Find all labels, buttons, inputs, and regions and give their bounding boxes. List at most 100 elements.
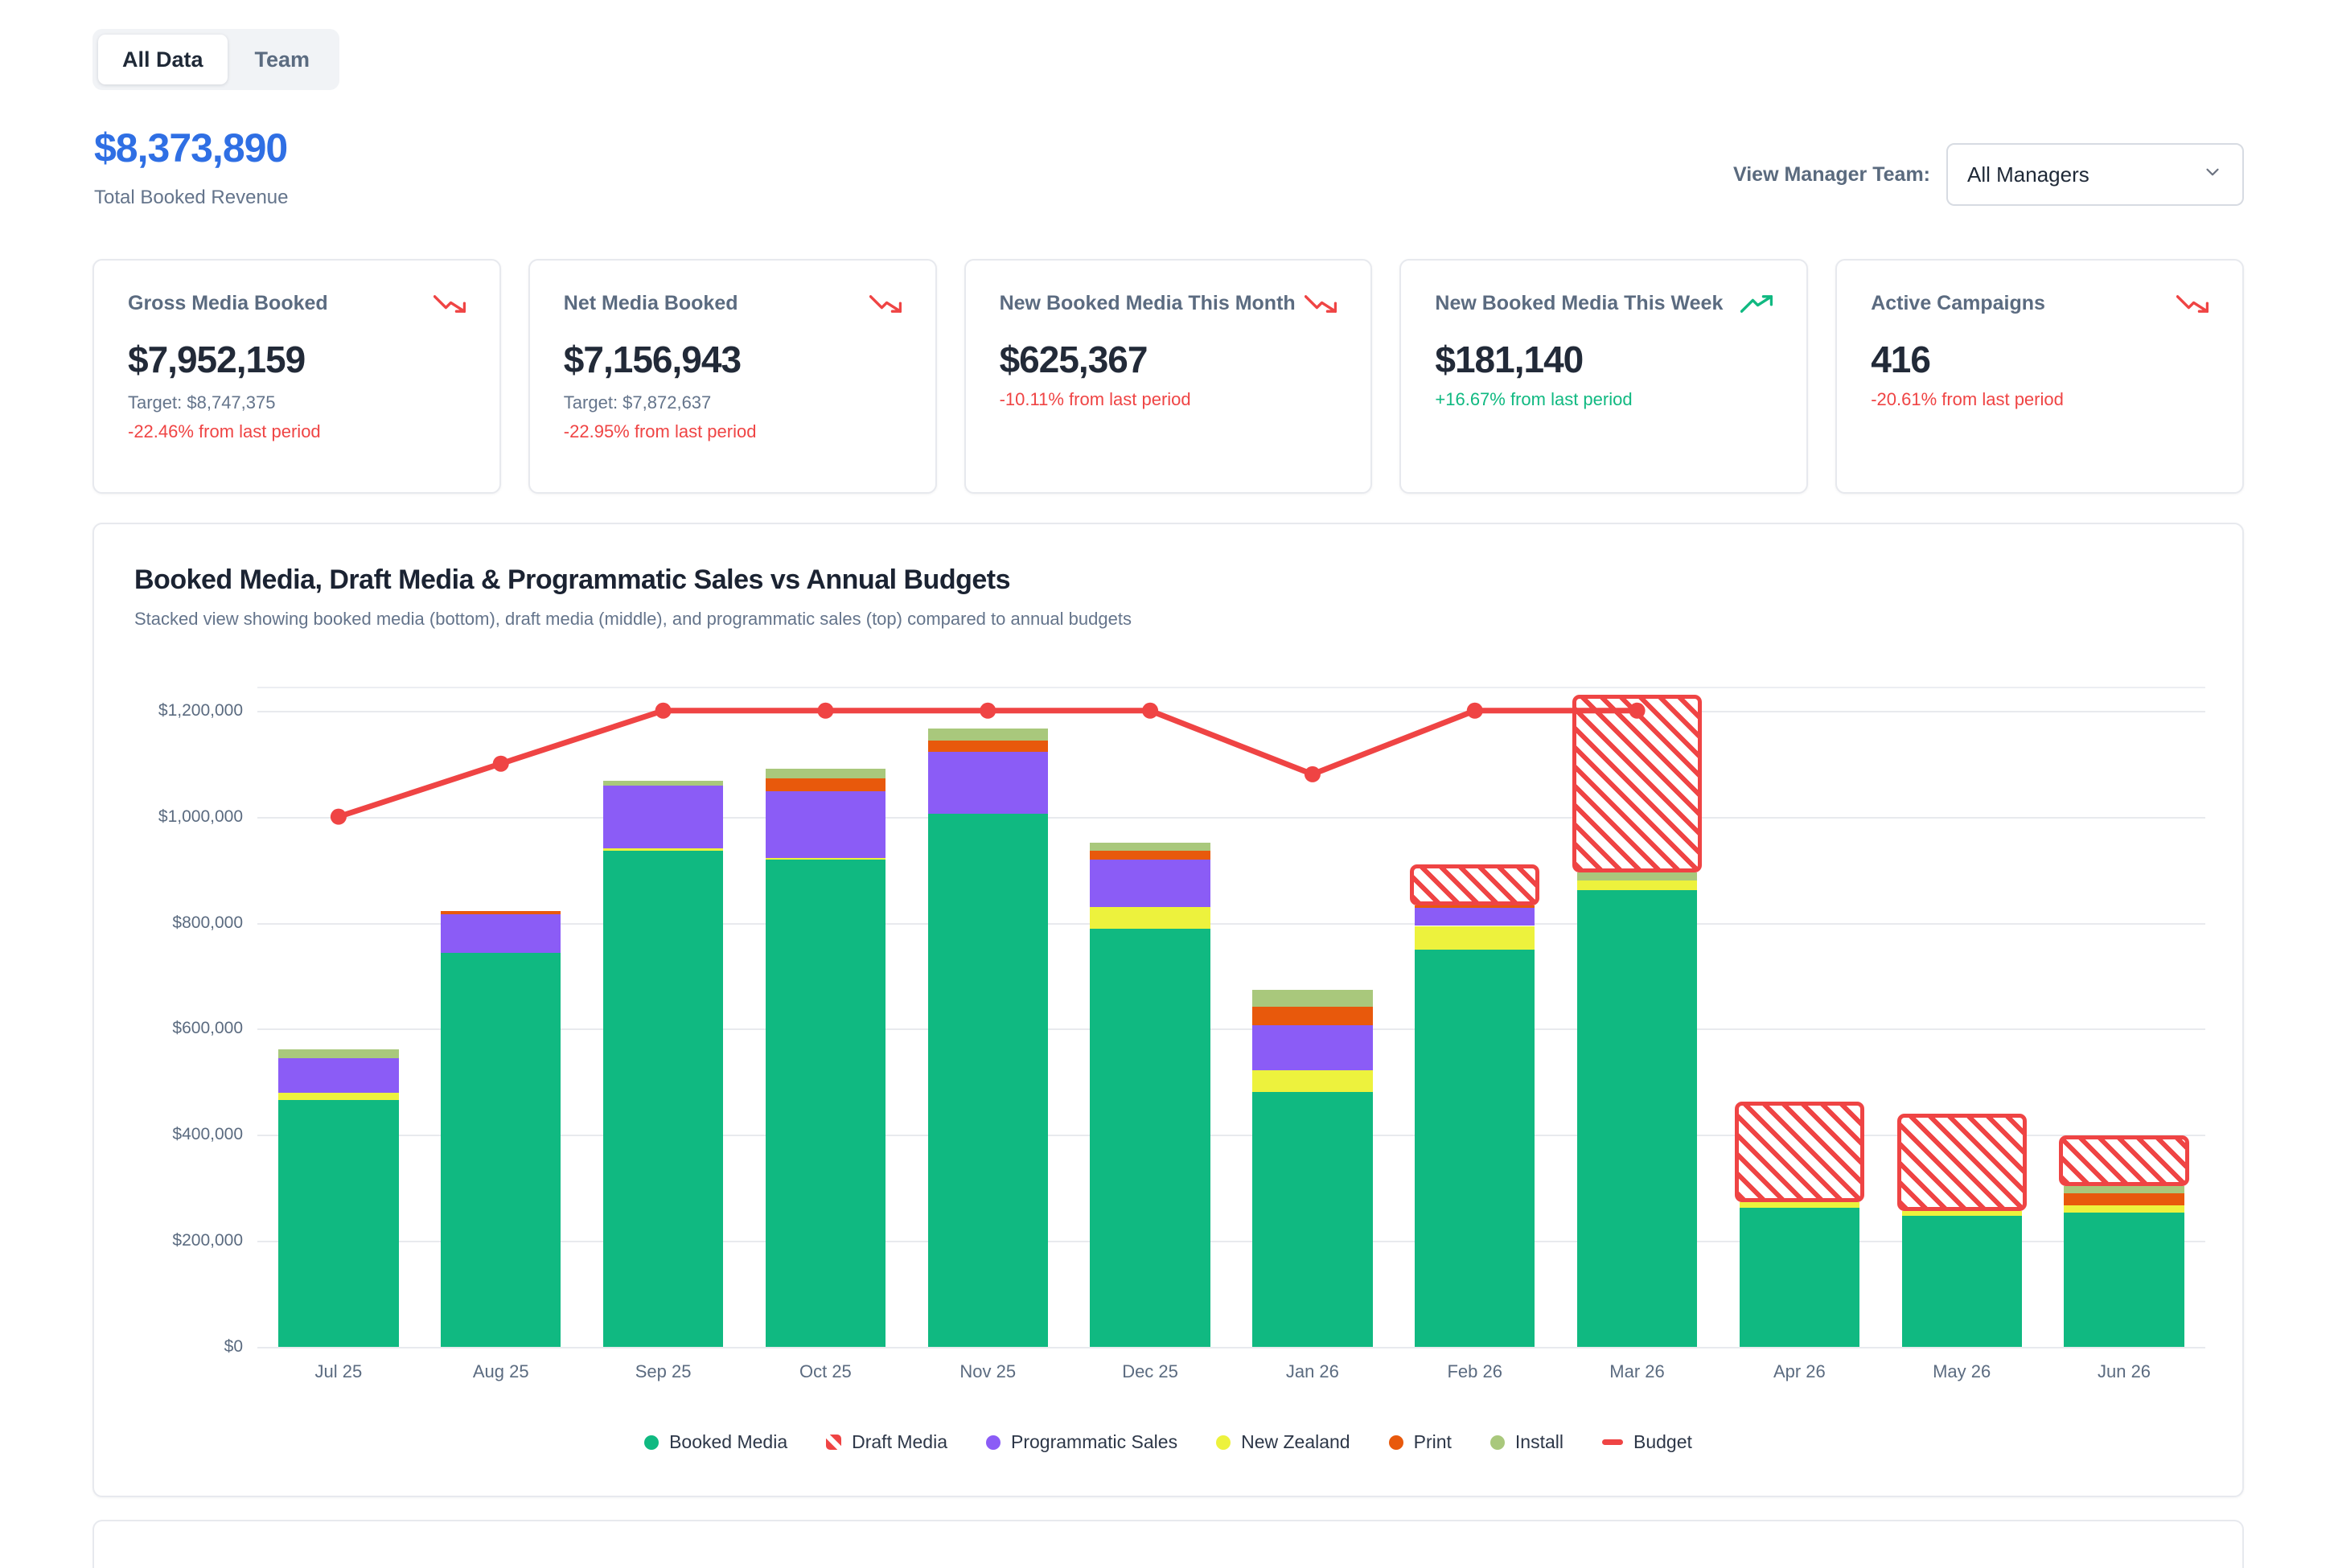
bar-segment-booked-media[interactable] bbox=[602, 850, 724, 1347]
legend-label: New Zealand bbox=[1241, 1431, 1350, 1452]
x-axis-tick-label: Sep 25 bbox=[635, 1361, 692, 1381]
bar-dec-25 bbox=[1069, 695, 1231, 1347]
budget-point[interactable] bbox=[655, 702, 672, 719]
bar-segment-programmatic-sales[interactable] bbox=[927, 751, 1048, 815]
bar-segment-print[interactable] bbox=[441, 911, 561, 914]
bar-segment-programmatic-sales[interactable] bbox=[1252, 1024, 1373, 1070]
y-axis-tick-label: $1,000,000 bbox=[158, 807, 243, 826]
bar-segment-print[interactable] bbox=[927, 741, 1048, 752]
bar-segment-booked-media[interactable] bbox=[2064, 1212, 2184, 1347]
bar-segment-new-zealand[interactable] bbox=[1252, 1069, 1373, 1092]
bar-segment-new-zealand[interactable] bbox=[2064, 1205, 2184, 1213]
bar-segment-print[interactable] bbox=[2064, 1193, 2184, 1205]
chart-subtitle: Stacked view showing booked media (botto… bbox=[134, 609, 1132, 629]
budget-point[interactable] bbox=[1304, 766, 1321, 782]
bar-segment-install[interactable] bbox=[602, 780, 724, 786]
legend-circle-marker bbox=[1489, 1435, 1505, 1450]
bar-segment-booked-media[interactable] bbox=[1739, 1208, 1860, 1347]
bar-segment-draft-media[interactable] bbox=[1572, 695, 1703, 872]
budget-point[interactable] bbox=[1466, 702, 1483, 719]
manager-team-select[interactable]: All Managers bbox=[1946, 143, 2244, 206]
budget-point[interactable] bbox=[817, 702, 834, 719]
budget-point[interactable] bbox=[492, 755, 509, 772]
bar-segment-install[interactable] bbox=[765, 768, 886, 779]
budget-point[interactable] bbox=[330, 808, 347, 825]
bar-segment-print[interactable] bbox=[765, 778, 886, 792]
y-axis-tick-label: $800,000 bbox=[172, 913, 243, 932]
bar-segment-booked-media[interactable] bbox=[927, 814, 1048, 1347]
budget-point[interactable] bbox=[1142, 702, 1159, 719]
legend-item-budget[interactable]: Budget bbox=[1602, 1431, 1692, 1453]
bar-segment-install[interactable] bbox=[2064, 1185, 2184, 1194]
tab-all-data[interactable]: All Data bbox=[98, 35, 228, 84]
trending-down-icon bbox=[869, 293, 902, 315]
bar-segment-programmatic-sales[interactable] bbox=[765, 791, 886, 859]
bar-segment-programmatic-sales[interactable] bbox=[1090, 860, 1210, 908]
legend-label: Print bbox=[1413, 1431, 1452, 1452]
bar-segment-print[interactable] bbox=[1252, 1007, 1373, 1025]
bar-segment-booked-media[interactable] bbox=[1415, 950, 1535, 1347]
budget-point[interactable] bbox=[1629, 702, 1646, 719]
manager-team-selected-value: All Managers bbox=[1967, 162, 2089, 187]
bar-jul-25 bbox=[257, 695, 420, 1347]
bar-feb-26 bbox=[1394, 695, 1556, 1347]
legend-circle-marker bbox=[1388, 1435, 1403, 1450]
legend-line-marker bbox=[1602, 1439, 1623, 1445]
bar-segment-booked-media[interactable] bbox=[278, 1100, 399, 1347]
x-axis-tick-label: Jan 26 bbox=[1285, 1361, 1339, 1381]
legend-item-draft-media[interactable]: Draft Media bbox=[826, 1431, 947, 1453]
bar-segment-install[interactable] bbox=[1576, 872, 1698, 880]
bar-segment-draft-media[interactable] bbox=[1896, 1113, 2027, 1211]
legend-label: Booked Media bbox=[669, 1431, 788, 1452]
bar-segment-booked-media[interactable] bbox=[765, 860, 886, 1347]
next-section-card-partial bbox=[92, 1520, 2244, 1568]
bar-segment-install[interactable] bbox=[1090, 842, 1210, 851]
bar-segment-draft-media[interactable] bbox=[1734, 1101, 1865, 1202]
bar-segment-install[interactable] bbox=[278, 1049, 399, 1059]
budget-point[interactable] bbox=[980, 702, 996, 719]
bar-segment-programmatic-sales[interactable] bbox=[1415, 908, 1535, 926]
bar-segment-booked-media[interactable] bbox=[1576, 889, 1698, 1347]
y-axis-tick-label: $600,000 bbox=[172, 1019, 243, 1038]
bar-segment-new-zealand[interactable] bbox=[278, 1092, 399, 1101]
bar-segment-new-zealand[interactable] bbox=[765, 858, 886, 860]
bar-segment-new-zealand[interactable] bbox=[1576, 880, 1698, 890]
bar-segment-booked-media[interactable] bbox=[441, 953, 561, 1347]
chart-legend: Booked Media Draft Media Programmatic Sale… bbox=[94, 1431, 2242, 1453]
kpi-title: New Booked Media This Month bbox=[999, 292, 1296, 314]
bar-segment-new-zealand[interactable] bbox=[1739, 1202, 1860, 1209]
bar-mar-26 bbox=[1556, 695, 1719, 1347]
legend-item-booked-media[interactable]: Booked Media bbox=[644, 1431, 787, 1453]
bar-segment-draft-media[interactable] bbox=[2059, 1135, 2189, 1186]
bar-segment-new-zealand[interactable] bbox=[1901, 1210, 2022, 1217]
bar-segment-install[interactable] bbox=[1252, 989, 1373, 1008]
bar-segment-new-zealand[interactable] bbox=[1090, 907, 1210, 929]
y-axis-tick-label: $1,200,000 bbox=[158, 700, 243, 720]
legend-item-print[interactable]: Print bbox=[1388, 1431, 1452, 1453]
bar-segment-print[interactable] bbox=[1415, 905, 1535, 909]
legend-item-new-zealand[interactable]: New Zealand bbox=[1216, 1431, 1350, 1453]
data-scope-tabs: All Data Team bbox=[92, 29, 340, 90]
bar-segment-booked-media[interactable] bbox=[1090, 928, 1210, 1347]
bar-segment-new-zealand[interactable] bbox=[1415, 926, 1535, 950]
chart-title: Booked Media, Draft Media & Programmatic… bbox=[134, 564, 1011, 595]
tab-team[interactable]: Team bbox=[254, 47, 310, 72]
kpi-target: Target: $7,872,637 bbox=[563, 392, 712, 413]
bar-segment-new-zealand[interactable] bbox=[602, 848, 724, 851]
chart-plot-area: $0 $200,000 $400,000 $600,000 $800,000 $1,000… bbox=[158, 687, 2205, 1356]
gridline bbox=[257, 1347, 2205, 1348]
kpi-change: -22.95% from last period bbox=[563, 421, 757, 441]
bar-segment-print[interactable] bbox=[1090, 850, 1210, 860]
legend-item-programmatic-sales[interactable]: Programmatic Sales bbox=[986, 1431, 1177, 1453]
kpi-card-row: Gross Media Booked $7,952,159 Target: $8… bbox=[92, 259, 2244, 494]
bar-segment-programmatic-sales[interactable] bbox=[602, 785, 724, 848]
legend-item-install[interactable]: Install bbox=[1489, 1431, 1563, 1453]
x-axis-tick-label: Dec 25 bbox=[1122, 1361, 1178, 1381]
bar-segment-programmatic-sales[interactable] bbox=[441, 913, 561, 954]
bar-segment-programmatic-sales[interactable] bbox=[278, 1058, 399, 1093]
bar-segment-draft-media[interactable] bbox=[1410, 864, 1540, 906]
bar-segment-booked-media[interactable] bbox=[1252, 1091, 1373, 1347]
bar-segment-install[interactable] bbox=[927, 729, 1048, 741]
bar-segment-booked-media[interactable] bbox=[1901, 1216, 2022, 1347]
kpi-card-net-media-booked: Net Media Booked $7,156,943 Target: $7,8… bbox=[528, 259, 937, 494]
